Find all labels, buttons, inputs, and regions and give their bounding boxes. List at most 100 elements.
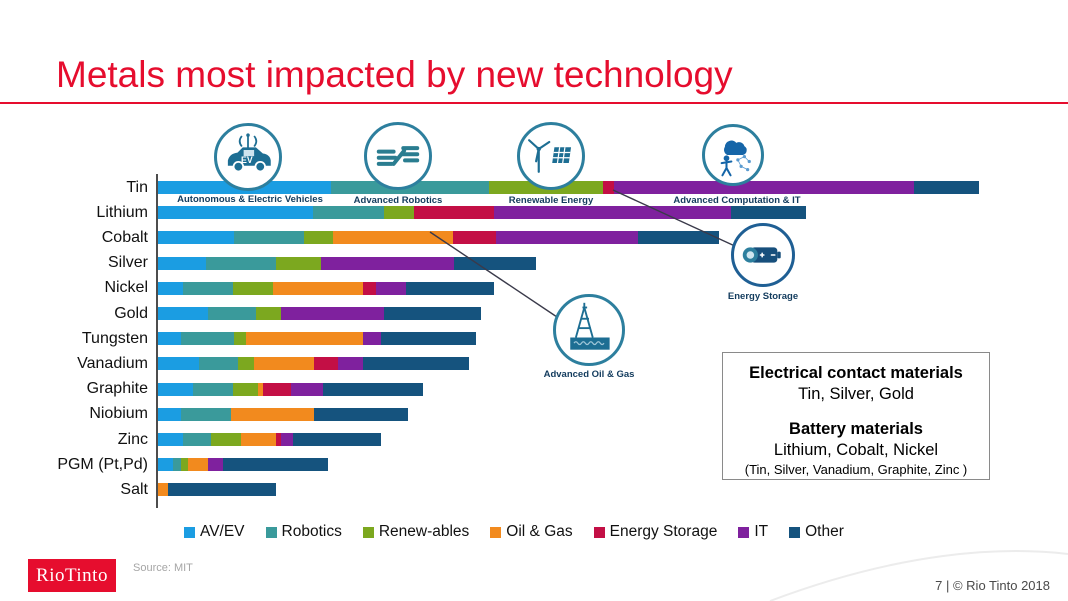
bar-segment [638,231,719,245]
bar-segment [158,407,181,421]
bar-segment [223,458,328,472]
energy-storage-icon [731,223,795,287]
info-line-electrical: Tin, Silver, Gold [798,385,914,403]
legend-label: Robotics [281,523,342,540]
bar-segment [453,231,496,245]
page-number: 7 | © Rio Tinto 2018 [935,578,1050,593]
bar-segment [363,281,376,295]
svg-text:EV: EV [241,155,253,165]
icon-label-av-ev: Autonomous & Electric Vehicles [177,194,323,205]
bar-segment [333,231,453,245]
bar-segment [281,433,293,446]
bar-segment [238,357,254,371]
category-label: Vanadium [77,354,148,372]
bar-segment [603,181,614,194]
materials-info-box: Electrical contact materials Tin, Silver… [722,352,990,480]
bar-segment [614,181,914,194]
bar-segment [314,357,338,371]
bar-row [158,407,408,421]
bar-segment [363,332,381,346]
legend-item: Energy Storage [593,523,718,541]
bar-segment [258,382,263,396]
bar-segment [206,256,276,270]
bar-row [158,458,328,472]
info-heading-electrical: Electrical contact materials [749,364,963,382]
category-label: Lithium [96,203,148,221]
bar-segment [276,433,281,446]
bar-segment [181,332,234,346]
legend-swatch [184,526,195,538]
bar-segment [731,206,806,220]
bar-segment [199,357,238,371]
category-label: Cobalt [101,228,148,246]
bar-segment [158,357,199,371]
legend-swatch [789,526,801,538]
title-divider [0,102,1068,104]
bar-segment [293,433,381,446]
bar-segment [406,281,494,295]
bar-segment [384,307,481,320]
bar-row [158,231,719,245]
bar-segment [494,206,731,220]
bar-segment [281,307,384,320]
category-label: Salt [120,480,148,498]
category-label: PGM (Pt,Pd) [57,455,148,473]
category-label: Niobium [89,405,148,423]
category-label: Silver [107,254,148,272]
bar-segment [158,281,183,295]
category-label: Gold [114,304,148,322]
plot-area: Tin Lithium Cobalt Silver Nickel Gold Tungsten… [0,170,1068,520]
bar-segment [256,307,281,320]
renewable-energy-icon [517,122,585,190]
bar-segment [158,307,208,320]
legend-label: Energy Storage [609,523,718,540]
legend-item: Robotics [265,523,342,541]
info-line-battery-secondary: (Tin, Silver, Vanadium, Graphite, Zinc ) [744,462,968,477]
bar-segment [263,382,291,396]
bar-row [158,281,494,295]
bar-segment [183,281,233,295]
legend-label: Oil & Gas [506,523,573,540]
bar-segment [158,382,193,396]
legend-swatch [362,526,374,538]
bar-segment [273,281,363,295]
bar-row [158,433,381,446]
bar-segment [381,332,476,346]
page-title: Metals most impacted by new technology [56,54,733,95]
bar-segment [314,407,408,421]
legend-swatch [593,526,605,538]
legend-item: AV/EV [184,523,245,541]
legend-label: Other [805,523,844,540]
bar-segment [321,256,454,270]
bar-segment [158,206,313,220]
bar-segment [496,231,638,245]
source-note: Source: MIT [133,562,193,574]
bar-segment [208,307,256,320]
bar-segment [363,357,469,371]
bar-segment [276,256,321,270]
bar-row [158,483,276,497]
bar-segment [241,433,276,446]
y-axis-line [156,174,158,508]
bar-row [158,256,536,270]
oil-gas-icon [553,294,625,366]
bar-segment [234,231,304,245]
bar-row [158,382,423,396]
category-label: Graphite [86,380,148,398]
category-label: Nickel [104,279,148,297]
bar-segment [414,206,494,220]
icon-label-oil-gas: Advanced Oil & Gas [543,369,635,380]
legend-item: Other [789,523,844,541]
bar-segment [211,433,241,446]
legend-item: Renew-ables [362,523,470,541]
category-label: Tungsten [81,329,148,347]
bar-segment [158,231,234,245]
bar-segment [233,281,273,295]
bar-segment [454,256,536,270]
legend: AV/EV Robotics Renew-ables Oil & Gas Energy … [184,523,844,541]
bar-segment [158,458,173,472]
icon-label-computation: Advanced Computation & IT [673,195,801,206]
legend-label: Renew-ables [378,523,470,540]
bar-row [158,206,806,220]
category-label: Zinc [117,430,148,448]
